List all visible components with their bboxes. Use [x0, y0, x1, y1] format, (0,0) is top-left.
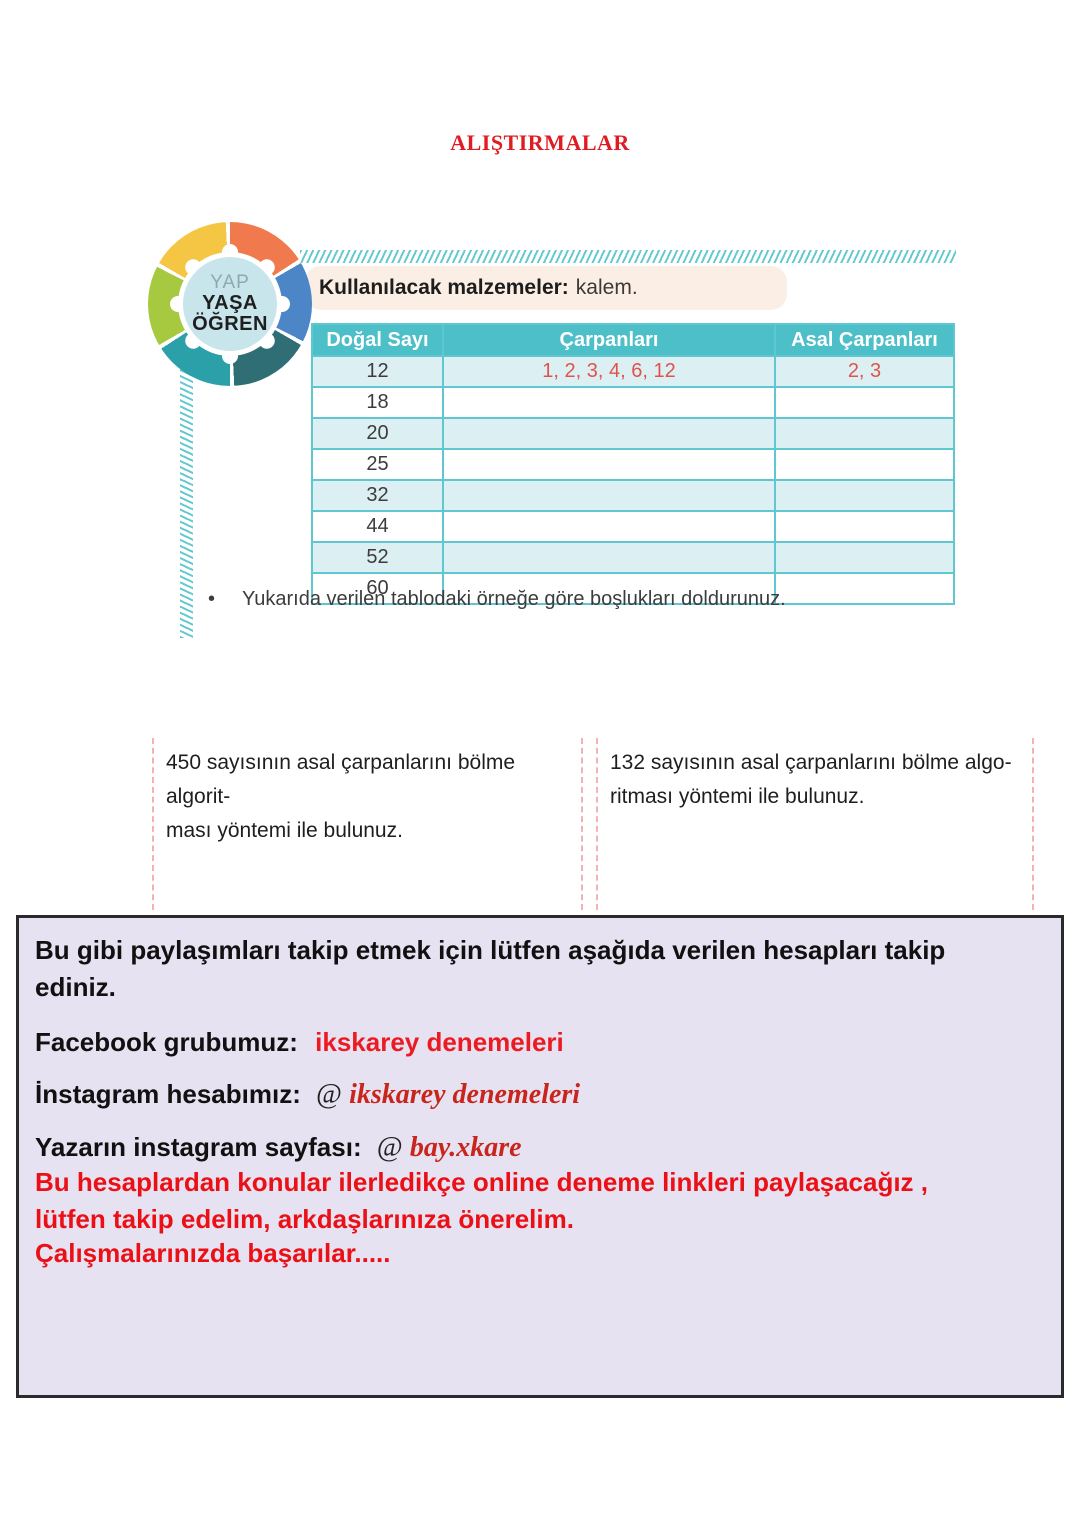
- facebook-value: ikskarey denemeleri: [315, 1027, 564, 1057]
- question-box-132: 132 sayısının asal çarpanlarını bölme al…: [596, 738, 1034, 910]
- instagram-row: İnstagram hesabımız: @ ikskarey denemele…: [35, 1079, 1041, 1111]
- materials-banner: Kullanılacak malzemeler: kalem.: [305, 266, 787, 310]
- cell-carpanlari: [442, 448, 776, 481]
- cell-asal-carpanlari: [774, 572, 955, 605]
- table-row: 32: [311, 479, 955, 512]
- facebook-row: Facebook grubumuz: ikskarey denemeleri: [35, 1027, 1041, 1058]
- yap-yasa-ogren-logo: YAP YAŞA ÖĞREN: [148, 222, 312, 386]
- cell-carpanlari: [442, 541, 776, 574]
- instruction-line: • Yukarıda verilen tablodaki örneğe göre…: [208, 588, 786, 611]
- question-box-450: 450 sayısının asal çarpanlarını bölme al…: [152, 738, 583, 910]
- cell-carpanlari: [442, 510, 776, 543]
- cell-carpanlari: [442, 572, 776, 605]
- promo-intro: Bu gibi paylaşımları takip etmek için lü…: [35, 935, 946, 1002]
- promo-box: Bu gibi paylaşımları takip etmek için lü…: [16, 915, 1064, 1398]
- table-header-row: Doğal Sayı Çarpanları Asal Çarpanları: [311, 323, 955, 357]
- factors-table: Doğal Sayı Çarpanları Asal Çarpanları 12…: [311, 323, 955, 605]
- logo-line-2: YAŞA: [202, 291, 258, 314]
- cell-asal-carpanlari: [774, 386, 955, 419]
- promo-closing: Çalışmalarınızda başarılar.....: [35, 1238, 391, 1268]
- at-sign: @: [316, 1079, 342, 1110]
- materials-value: kalem.: [575, 276, 638, 299]
- cell-dogal-sayi: 60: [311, 572, 444, 605]
- author-label: Yazarın instagram sayfası:: [35, 1132, 362, 1162]
- cell-carpanlari: [442, 417, 776, 450]
- instagram-value: ikskarey denemeleri: [349, 1079, 581, 1110]
- cell-carpanlari: [442, 479, 776, 512]
- hatched-border-top: [300, 250, 956, 263]
- instagram-label: İnstagram hesabımız:: [35, 1079, 301, 1109]
- author-value: bay.xkare: [409, 1132, 522, 1163]
- logo-line-1: YAP: [210, 272, 250, 294]
- cell-carpanlari: [442, 386, 776, 419]
- table-row: 20: [311, 417, 955, 450]
- table-row: 25: [311, 448, 955, 481]
- cell-asal-carpanlari: [774, 448, 955, 481]
- cell-dogal-sayi: 32: [311, 479, 444, 512]
- facebook-label: Facebook grubumuz:: [35, 1027, 298, 1057]
- instruction-text: Yukarıda verilen tablodaki örneğe göre b…: [242, 588, 786, 610]
- cell-asal-carpanlari: [774, 510, 955, 543]
- table-row: 60: [311, 572, 955, 605]
- cell-dogal-sayi: 12: [311, 355, 444, 388]
- factors-table-body: 12 1, 2, 3, 4, 6, 12 2, 3 18 20 25 32 44…: [311, 355, 955, 605]
- cell-asal-carpanlari: 2, 3: [774, 355, 955, 388]
- cell-dogal-sayi: 52: [311, 541, 444, 574]
- cell-carpanlari: 1, 2, 3, 4, 6, 12: [442, 355, 776, 388]
- cell-dogal-sayi: 20: [311, 417, 444, 450]
- table-row: 52: [311, 541, 955, 574]
- cell-asal-carpanlari: [774, 479, 955, 512]
- author-row: Yazarın instagram sayfası: @ bay.xkare: [35, 1132, 1041, 1164]
- materials-label: Kullanılacak malzemeler:: [319, 276, 569, 299]
- cell-dogal-sayi: 18: [311, 386, 444, 419]
- table-row: 18: [311, 386, 955, 419]
- cell-asal-carpanlari: [774, 541, 955, 574]
- bullet-icon: •: [208, 588, 216, 610]
- header-dogal-sayi: Doğal Sayı: [311, 323, 444, 357]
- cell-dogal-sayi: 44: [311, 510, 444, 543]
- logo-line-3: ÖĞREN: [192, 312, 268, 335]
- table-row: 44: [311, 510, 955, 543]
- promo-note: Bu hesaplardan konular ilerledikçe onlin…: [35, 1167, 929, 1234]
- page-title: ALIŞTIRMALAR: [450, 130, 630, 155]
- cell-dogal-sayi: 25: [311, 448, 444, 481]
- table-row: 12 1, 2, 3, 4, 6, 12 2, 3: [311, 355, 955, 388]
- hatched-border-left: [180, 348, 193, 638]
- cell-asal-carpanlari: [774, 417, 955, 450]
- logo-center: YAP YAŞA ÖĞREN: [178, 252, 282, 356]
- header-asal-carpanlari: Asal Çarpanları: [774, 323, 955, 357]
- header-carpanlari: Çarpanları: [442, 323, 776, 357]
- at-sign: @: [376, 1132, 403, 1163]
